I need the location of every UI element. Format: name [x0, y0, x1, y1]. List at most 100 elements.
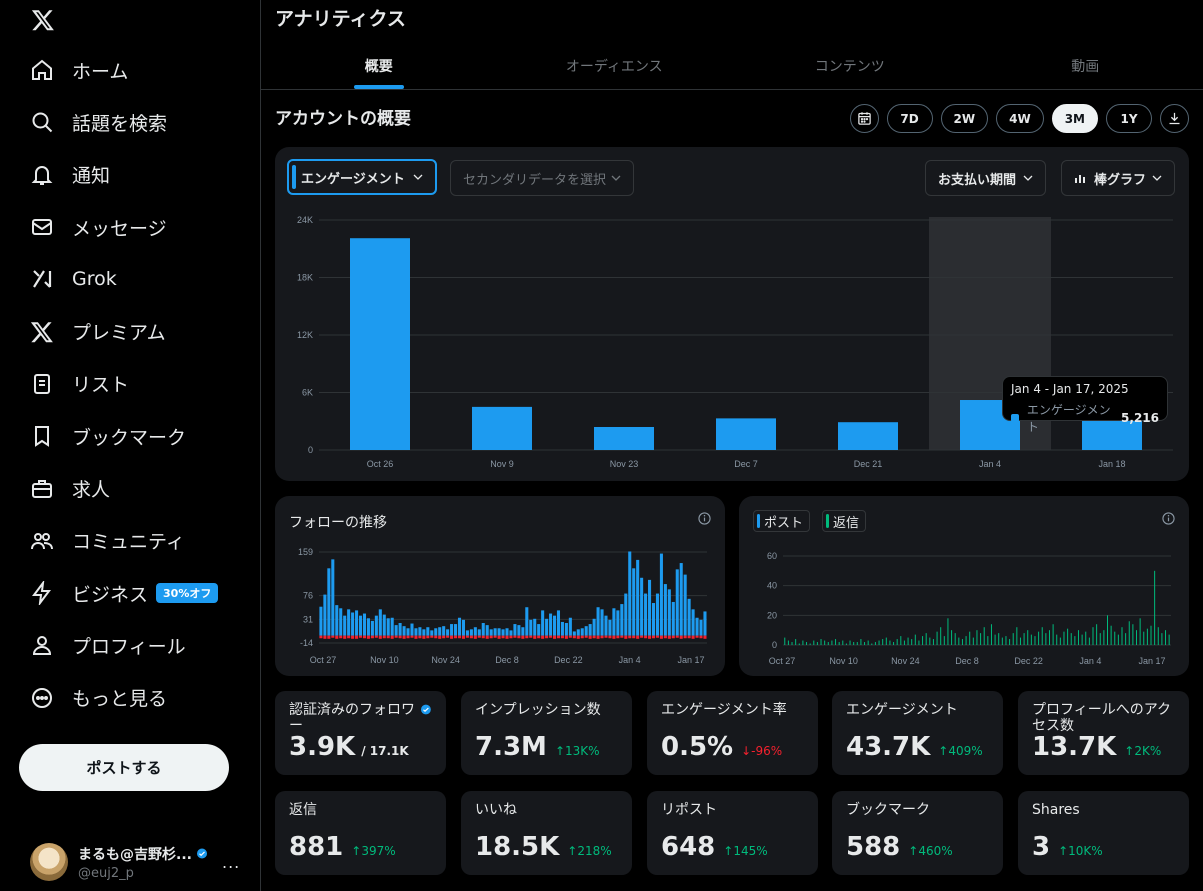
bar-unfollow [636, 635, 640, 639]
nav-item-bookmarks[interactable]: ブックマーク [18, 410, 218, 462]
nav-item-grok[interactable]: Grok [18, 253, 218, 305]
primary-metric-dropdown[interactable]: エンゲージメント [287, 159, 437, 195]
period-dropdown[interactable]: お支払い期間 [925, 160, 1046, 196]
bar-follow [675, 569, 679, 636]
x-tick-label: Nov 9 [490, 459, 514, 469]
range-4w-button[interactable]: 4W [996, 104, 1044, 133]
stat-value: 13.7K [1032, 732, 1117, 762]
nav-item-messages[interactable]: メッセージ [18, 201, 218, 253]
bar-reply [1023, 633, 1025, 645]
tab-audience[interactable]: オーディエンス [565, 59, 663, 75]
calendar-button[interactable] [849, 104, 879, 133]
nav-label: ホーム [72, 60, 129, 83]
bar-reply [1081, 634, 1083, 645]
nav-item-notifications[interactable]: 通知 [18, 149, 218, 201]
tab-content[interactable]: コンテンツ [814, 59, 885, 75]
nav-item-business[interactable]: ビジネス 30%オフ [18, 567, 219, 619]
more-options-icon[interactable]: ... [222, 852, 241, 872]
nav-label: ビジネス [72, 583, 149, 606]
tab-video[interactable]: 動画 [1071, 59, 1100, 75]
info-icon[interactable] [1162, 512, 1175, 525]
range-2w-button[interactable]: 2W [940, 104, 989, 133]
bar-reply [998, 633, 1000, 645]
stat-value: 881 [289, 832, 344, 862]
bar-follow [632, 568, 636, 636]
engagement-bar-chart[interactable]: 0 6K 12K 18K 24K Oct 26 Nov 9 Nov 23 Dec 7 Dec 21… [275, 207, 1189, 477]
card-title: フォローの推移 [289, 515, 387, 531]
stat-label: インプレッション数 [475, 702, 601, 718]
bar-reply [889, 640, 891, 645]
stat-tile[interactable]: エンゲージメント 43.7K ↑409% [832, 691, 1003, 775]
bar-follow [374, 615, 378, 636]
bar-reply [882, 639, 884, 645]
stat-tile[interactable]: ブックマーク 588 ↑460% [832, 791, 1003, 875]
bar-reply [874, 642, 876, 645]
bar-unfollow [687, 635, 691, 639]
bar-follow [355, 610, 359, 636]
bar-follow [426, 627, 430, 636]
bar-unfollow [584, 635, 588, 638]
x-tick-label: Dec 8 [495, 655, 519, 665]
nav-item-profile[interactable]: プロフィール [18, 619, 218, 671]
range-1y-button[interactable]: 1Y [1106, 104, 1152, 133]
bar-unfollow [541, 635, 545, 639]
bar-reply [936, 631, 938, 645]
bar-reply [965, 636, 967, 645]
stat-tile[interactable]: 返信 881 ↑397% [275, 791, 446, 875]
bar-unfollow [477, 635, 481, 638]
stat-tile[interactable]: リポスト 648 ↑145% [647, 791, 818, 875]
bar-reply [1143, 631, 1145, 645]
secondary-metric-dropdown[interactable]: セカンダリデータを選択 [450, 160, 634, 196]
tab-overview[interactable]: 概要 [261, 46, 497, 89]
stat-tile[interactable]: エンゲージメント率 0.5% ↓-96% [647, 691, 818, 775]
nav-item-home[interactable]: ホーム [18, 44, 218, 96]
account-switcher[interactable]: まるも@吉野杉... @euj2_p ... [30, 842, 245, 882]
nav-item-communities[interactable]: コミュニティ [18, 515, 218, 567]
legend-replies[interactable]: 返信 [822, 510, 867, 532]
bar-unfollow [552, 635, 557, 639]
nav-item-jobs[interactable]: 求人 [18, 462, 218, 514]
bar-unfollow [572, 635, 576, 639]
range-3m-button[interactable]: 3M [1051, 104, 1098, 133]
bar-follow [382, 614, 386, 636]
stat-value: 588 [846, 832, 901, 862]
posts-replies-chart[interactable]: 0 20 40 60 Oct 27 Nov 10 Nov 24 Dec 8 Dec 22 Jan … [739, 496, 1189, 676]
bar-follow [457, 617, 462, 636]
stat-tile[interactable]: Shares 3 ↑10K% [1018, 791, 1189, 875]
bar-unfollow [529, 635, 533, 638]
nav-item-premium[interactable]: プレミアム [18, 305, 218, 357]
bar-reply [1125, 633, 1127, 645]
follow-trend-card: フォローの推移 -14 31 76 159 Oct 27 Nov 10 Nov 24 Dec … [275, 496, 725, 676]
range-7d-button[interactable]: 7D [886, 104, 933, 133]
bar-reply [893, 642, 895, 645]
stat-tile[interactable]: 認証済みのフォロワー 3.9K / 17.1K [275, 691, 446, 775]
bar-follow [624, 593, 628, 636]
bar-follow [362, 613, 367, 636]
bar-follow [473, 627, 477, 636]
section-title: アカウントの概要 [275, 109, 411, 129]
legend-posts[interactable]: ポスト [753, 510, 811, 532]
bar-follow [651, 603, 656, 636]
stat-tile[interactable]: いいね 18.5K ↑218% [461, 791, 632, 875]
stat-tile[interactable]: インプレッション数 7.3M ↑13K% [461, 691, 632, 775]
stat-value: 648 [661, 832, 716, 862]
download-button[interactable] [1160, 104, 1189, 133]
nav-item-more[interactable]: もっと見る [18, 672, 218, 724]
x-tick-label: Jan 4 [1079, 656, 1101, 666]
bar-reply [911, 639, 913, 645]
chart-type-dropdown[interactable]: 棒グラフ [1061, 160, 1175, 196]
stat-tile[interactable]: プロフィールへのアクセス数 13.7K ↑2K% [1018, 691, 1189, 775]
x-tick-label: Jan 4 [979, 459, 1001, 469]
bar [472, 406, 532, 450]
nav-item-lists[interactable]: リスト [18, 358, 218, 410]
bar-reply [1030, 634, 1032, 645]
follow-trend-chart[interactable]: -14 31 76 159 Oct 27 Nov 10 Nov 24 Dec 8 Dec 22 J… [275, 496, 725, 676]
info-icon[interactable] [698, 512, 711, 525]
post-button[interactable]: ポストする [19, 744, 229, 791]
bar-unfollow [608, 635, 612, 639]
bar-reply [932, 639, 934, 645]
x-logo-icon[interactable] [30, 8, 56, 32]
bar-unfollow [438, 635, 442, 639]
bar-unfollow [513, 635, 517, 638]
nav-item-explore[interactable]: 話題を検索 [18, 96, 218, 148]
